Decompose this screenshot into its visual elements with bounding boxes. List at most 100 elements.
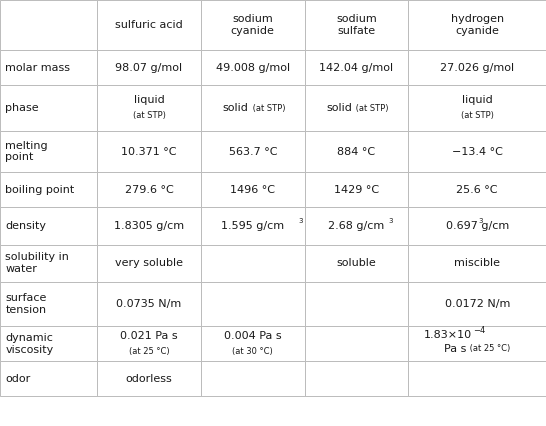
Text: 1.8305 g/cm: 1.8305 g/cm — [114, 221, 184, 231]
Bar — [0, 172, 97, 207]
Text: 563.7 °C: 563.7 °C — [229, 147, 277, 157]
Bar — [305, 172, 408, 207]
Bar — [305, 245, 408, 282]
Bar — [305, 326, 408, 361]
Text: phase: phase — [5, 103, 39, 113]
Bar — [97, 282, 201, 326]
Text: liquid: liquid — [134, 95, 164, 105]
Text: 3: 3 — [388, 218, 393, 224]
Bar — [201, 361, 305, 396]
Bar — [201, 207, 305, 245]
Text: solid: solid — [223, 103, 248, 113]
Bar — [408, 245, 546, 282]
Text: 1496 °C: 1496 °C — [230, 184, 275, 195]
Bar — [408, 0, 546, 50]
Bar — [201, 50, 305, 85]
Text: 2.68 g/cm: 2.68 g/cm — [328, 221, 385, 231]
Bar — [201, 0, 305, 50]
Text: 1.595 g/cm: 1.595 g/cm — [221, 221, 284, 231]
Bar — [0, 85, 97, 131]
Bar — [201, 172, 305, 207]
Bar — [201, 326, 305, 361]
Bar — [408, 131, 546, 172]
Bar — [201, 131, 305, 172]
Text: (at STP): (at STP) — [461, 111, 494, 121]
Bar — [97, 172, 201, 207]
Bar — [305, 282, 408, 326]
Bar — [97, 207, 201, 245]
Text: odor: odor — [5, 374, 31, 384]
Text: boiling point: boiling point — [5, 184, 75, 195]
Text: 3: 3 — [478, 218, 483, 224]
Text: sodium
cyanide: sodium cyanide — [231, 14, 275, 36]
Bar — [201, 85, 305, 131]
Bar — [305, 50, 408, 85]
Text: (at STP): (at STP) — [133, 111, 165, 121]
Bar — [305, 85, 408, 131]
Bar — [408, 207, 546, 245]
Bar — [0, 361, 97, 396]
Text: density: density — [5, 221, 46, 231]
Text: 27.026 g/mol: 27.026 g/mol — [440, 63, 514, 73]
Text: sulfuric acid: sulfuric acid — [115, 20, 183, 30]
Bar — [408, 85, 546, 131]
Bar — [305, 0, 408, 50]
Text: solubility in
water: solubility in water — [5, 253, 69, 274]
Text: miscible: miscible — [454, 258, 500, 268]
Text: −4: −4 — [473, 325, 485, 335]
Bar — [408, 282, 546, 326]
Bar — [305, 207, 408, 245]
Text: melting
point: melting point — [5, 141, 48, 162]
Text: surface
tension: surface tension — [5, 294, 47, 315]
Bar — [408, 172, 546, 207]
Text: 0.0172 N/m: 0.0172 N/m — [444, 299, 510, 309]
Bar — [97, 245, 201, 282]
Text: (at STP): (at STP) — [353, 104, 389, 113]
Text: 0.697 g/cm: 0.697 g/cm — [446, 221, 509, 231]
Text: Pa s: Pa s — [444, 344, 466, 354]
Bar — [97, 50, 201, 85]
Text: −13.4 °C: −13.4 °C — [452, 147, 503, 157]
Text: (at 30 °C): (at 30 °C) — [233, 347, 273, 356]
Text: soluble: soluble — [337, 258, 376, 268]
Bar — [0, 326, 97, 361]
Text: 3: 3 — [298, 218, 302, 224]
Text: liquid: liquid — [462, 95, 492, 105]
Bar — [0, 282, 97, 326]
Text: 0.004 Pa s: 0.004 Pa s — [224, 331, 282, 341]
Bar — [97, 326, 201, 361]
Text: (at 25 °C): (at 25 °C) — [129, 347, 169, 356]
Bar — [97, 131, 201, 172]
Text: 98.07 g/mol: 98.07 g/mol — [116, 63, 182, 73]
Text: 25.6 °C: 25.6 °C — [456, 184, 498, 195]
Text: 10.371 °C: 10.371 °C — [121, 147, 177, 157]
Bar — [408, 326, 546, 361]
Bar — [97, 85, 201, 131]
Text: odorless: odorless — [126, 374, 173, 384]
Bar — [0, 245, 97, 282]
Text: 0.0735 N/m: 0.0735 N/m — [116, 299, 182, 309]
Text: 884 °C: 884 °C — [337, 147, 376, 157]
Bar — [0, 131, 97, 172]
Text: 1.83×10: 1.83×10 — [424, 330, 472, 340]
Text: 279.6 °C: 279.6 °C — [124, 184, 174, 195]
Text: (at 25 °C): (at 25 °C) — [467, 344, 511, 354]
Bar — [305, 361, 408, 396]
Text: hydrogen
cyanide: hydrogen cyanide — [450, 14, 504, 36]
Text: 1429 °C: 1429 °C — [334, 184, 379, 195]
Text: 49.008 g/mol: 49.008 g/mol — [216, 63, 290, 73]
Bar — [0, 207, 97, 245]
Text: 0.021 Pa s: 0.021 Pa s — [120, 331, 178, 341]
Text: 142.04 g/mol: 142.04 g/mol — [319, 63, 394, 73]
Bar — [0, 0, 97, 50]
Bar — [97, 0, 201, 50]
Bar — [305, 131, 408, 172]
Bar — [201, 245, 305, 282]
Bar — [408, 50, 546, 85]
Text: (at STP): (at STP) — [250, 104, 285, 113]
Bar — [97, 361, 201, 396]
Text: very soluble: very soluble — [115, 258, 183, 268]
Bar — [408, 361, 546, 396]
Text: molar mass: molar mass — [5, 63, 70, 73]
Bar — [201, 282, 305, 326]
